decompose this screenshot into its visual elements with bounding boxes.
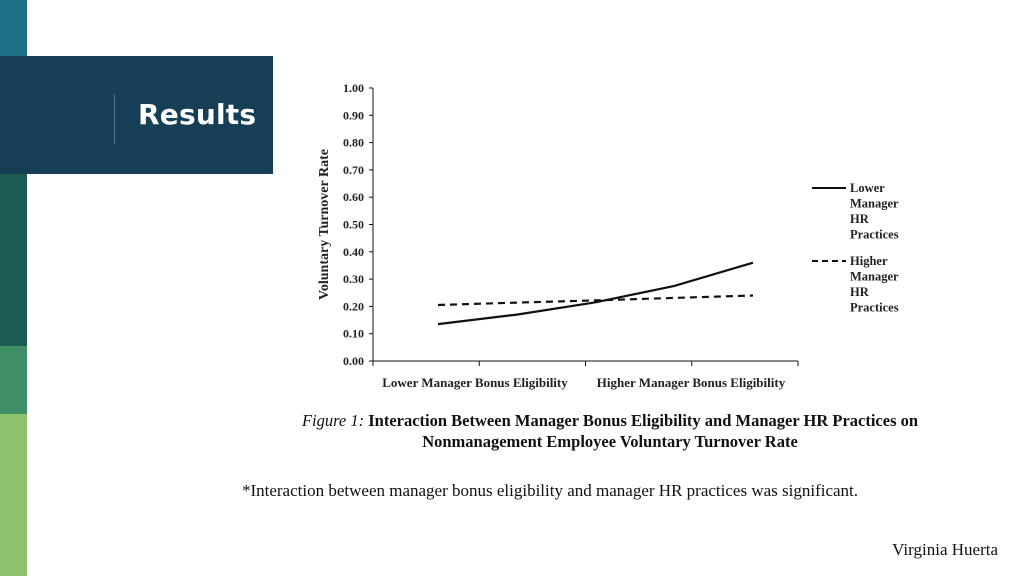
y-tick-label: 0.20 bbox=[343, 299, 364, 313]
y-tick-label: 0.70 bbox=[343, 163, 364, 177]
figure-caption: Figure 1: Interaction Between Manager Bo… bbox=[300, 410, 920, 452]
title-block: Results bbox=[0, 56, 273, 174]
chart-series bbox=[437, 261, 754, 326]
y-tick-label: 0.60 bbox=[343, 190, 364, 204]
side-strip-teal bbox=[0, 174, 27, 346]
figure-title: Interaction Between Manager Bonus Eligib… bbox=[368, 411, 919, 451]
slide-title: Results bbox=[138, 98, 257, 131]
x-category-labels: Lower Manager Bonus Eligibility Higher Ma… bbox=[382, 375, 785, 390]
y-tick-labels: 0.00 0.10 0.20 0.30 0.40 0.50 0.60 0.70 0.80 0.90… bbox=[343, 81, 373, 368]
y-tick-label: 0.30 bbox=[343, 272, 364, 286]
series-line-higher-hr bbox=[437, 294, 754, 307]
y-tick-label: 0.10 bbox=[343, 327, 364, 341]
legend-label: Lower Manager HR Practices bbox=[850, 181, 899, 242]
side-strip-top bbox=[0, 0, 27, 56]
x-category-label: Lower Manager Bonus Eligibility bbox=[382, 375, 568, 390]
legend-label: Higher Manager HR Practices bbox=[850, 254, 899, 315]
y-tick-label: 0.50 bbox=[343, 218, 364, 232]
y-tick-label: 1.00 bbox=[343, 81, 364, 95]
chart-axes bbox=[372, 88, 799, 366]
author-name: Virginia Huerta bbox=[892, 540, 998, 559]
title-divider bbox=[114, 94, 115, 144]
side-strip-green bbox=[0, 346, 27, 414]
line-chart: 0.00 0.10 0.20 0.30 0.40 0.50 0.60 0.70 0.80 0.90… bbox=[317, 81, 899, 390]
y-tick-label: 0.40 bbox=[343, 245, 364, 259]
y-tick-label: 0.00 bbox=[343, 354, 364, 368]
y-tick-label: 0.80 bbox=[343, 136, 364, 150]
side-strip-lightgreen bbox=[0, 414, 27, 576]
series-line-lower-hr bbox=[437, 261, 754, 326]
y-axis-label: Voluntary Turnover Rate bbox=[317, 149, 332, 300]
x-category-label: Higher Manager Bonus Eligibility bbox=[597, 375, 786, 390]
figure-label: Figure 1: bbox=[301, 411, 365, 430]
y-tick-label: 0.90 bbox=[343, 108, 364, 122]
chart-legend: Lower Manager HR Practices Higher Manager HR Pr… bbox=[812, 181, 899, 315]
significance-note: *Interaction between manager bonus eligi… bbox=[241, 481, 859, 500]
